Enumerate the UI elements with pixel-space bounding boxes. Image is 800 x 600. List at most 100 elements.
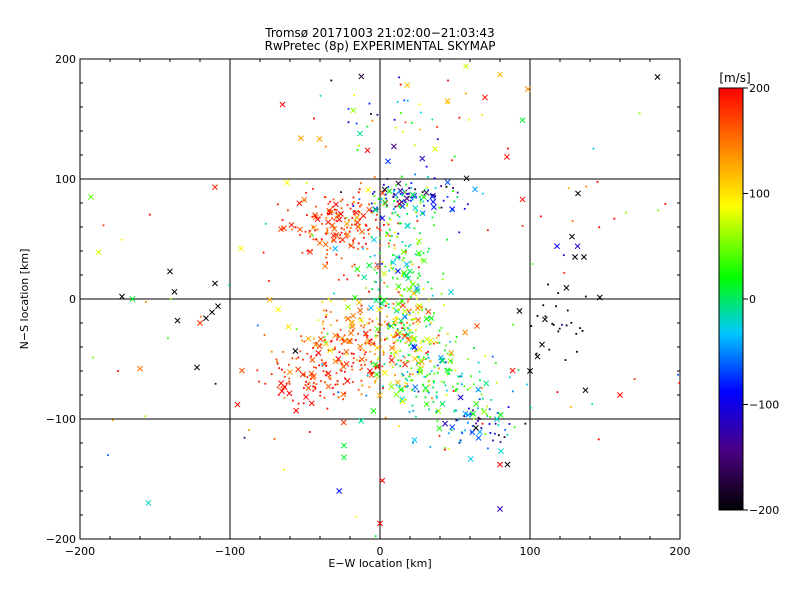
dot-marker [484,354,487,357]
dot-marker [166,337,169,340]
cross-marker [436,425,443,432]
dot-marker [436,342,439,344]
dot-marker [539,215,542,218]
dot-marker [263,334,266,336]
dot-marker [390,261,393,264]
dot-marker [357,332,359,335]
dot-marker [349,207,352,210]
dot-marker [327,297,330,300]
dot-marker [312,385,315,388]
dot-marker [562,254,565,257]
dot-marker [404,342,407,344]
dot-marker [318,216,321,219]
dot-marker [365,224,368,227]
dot-marker [379,237,382,240]
dot-marker [329,247,332,250]
dot-marker [525,383,528,386]
dot-marker [321,222,323,225]
cross-marker [194,364,200,371]
cross-marker [409,343,416,350]
dot-marker [417,243,419,246]
dot-marker [613,217,616,220]
dot-marker [319,394,322,397]
dot-marker [325,364,328,367]
dot-marker [111,419,114,422]
dot-marker [430,370,433,373]
dot-marker [91,356,94,359]
dot-marker [378,227,381,230]
cross-marker [395,283,402,290]
cross-marker [411,355,418,362]
dot-marker [397,222,400,225]
dot-marker [423,189,426,191]
cross-marker [472,424,479,431]
dot-marker [144,415,147,418]
dot-marker [306,352,309,355]
dot-marker [431,118,434,121]
dot-marker [413,390,416,393]
dot-marker [352,210,355,213]
dot-marker [412,409,415,412]
dot-marker [497,434,500,437]
dot-marker [334,346,337,349]
dot-marker [368,102,371,105]
dot-marker [324,145,327,148]
cross-marker [475,434,482,441]
dot-marker [359,182,362,185]
colorbar-tick-label: −100 [749,399,779,412]
dot-marker [385,235,387,238]
cross-marker [388,383,395,390]
dot-marker [563,271,566,274]
dot-marker [401,193,403,196]
dot-marker [396,236,399,238]
dot-marker [396,100,399,103]
dot-marker [411,263,414,266]
dot-marker [455,336,458,338]
dot-marker [325,232,328,235]
dot-marker [386,285,389,288]
dot-marker [301,251,304,254]
dot-marker [394,316,397,319]
dot-marker [469,386,471,389]
dot-marker [429,360,432,362]
dot-marker [406,337,409,340]
dot-marker [417,390,420,393]
cross-marker [308,400,315,407]
cross-marker [338,335,345,342]
dot-marker [491,355,494,358]
dot-marker [425,375,427,378]
cross-marker [497,448,504,455]
dot-marker [308,230,311,232]
dot-marker [268,280,270,282]
cross-marker [412,384,419,391]
dot-marker [322,370,325,373]
dot-marker [438,329,441,332]
dot-marker [633,378,636,380]
dot-marker [299,350,302,353]
dot-marker [431,194,434,196]
cross-marker [482,94,488,101]
dot-marker [413,350,416,353]
dot-marker [362,326,365,329]
dot-marker [410,186,412,189]
y-tick-label: −100 [46,413,76,426]
cross-marker [301,196,308,203]
dot-marker [325,256,328,259]
dot-marker [351,381,354,384]
dot-marker [362,349,365,352]
dot-marker [385,337,388,340]
dot-marker [442,272,445,275]
dot-marker [435,395,438,397]
dot-marker [407,360,410,363]
dot-marker [422,340,425,343]
dot-marker [411,404,414,407]
dot-marker [597,438,600,441]
dot-marker [544,315,547,318]
cross-marker [332,245,339,252]
cross-marker [174,317,181,324]
dot-marker [403,99,406,102]
dot-marker [303,340,306,343]
dot-marker [365,242,367,245]
cross-marker [327,347,334,354]
dot-marker [406,360,409,362]
